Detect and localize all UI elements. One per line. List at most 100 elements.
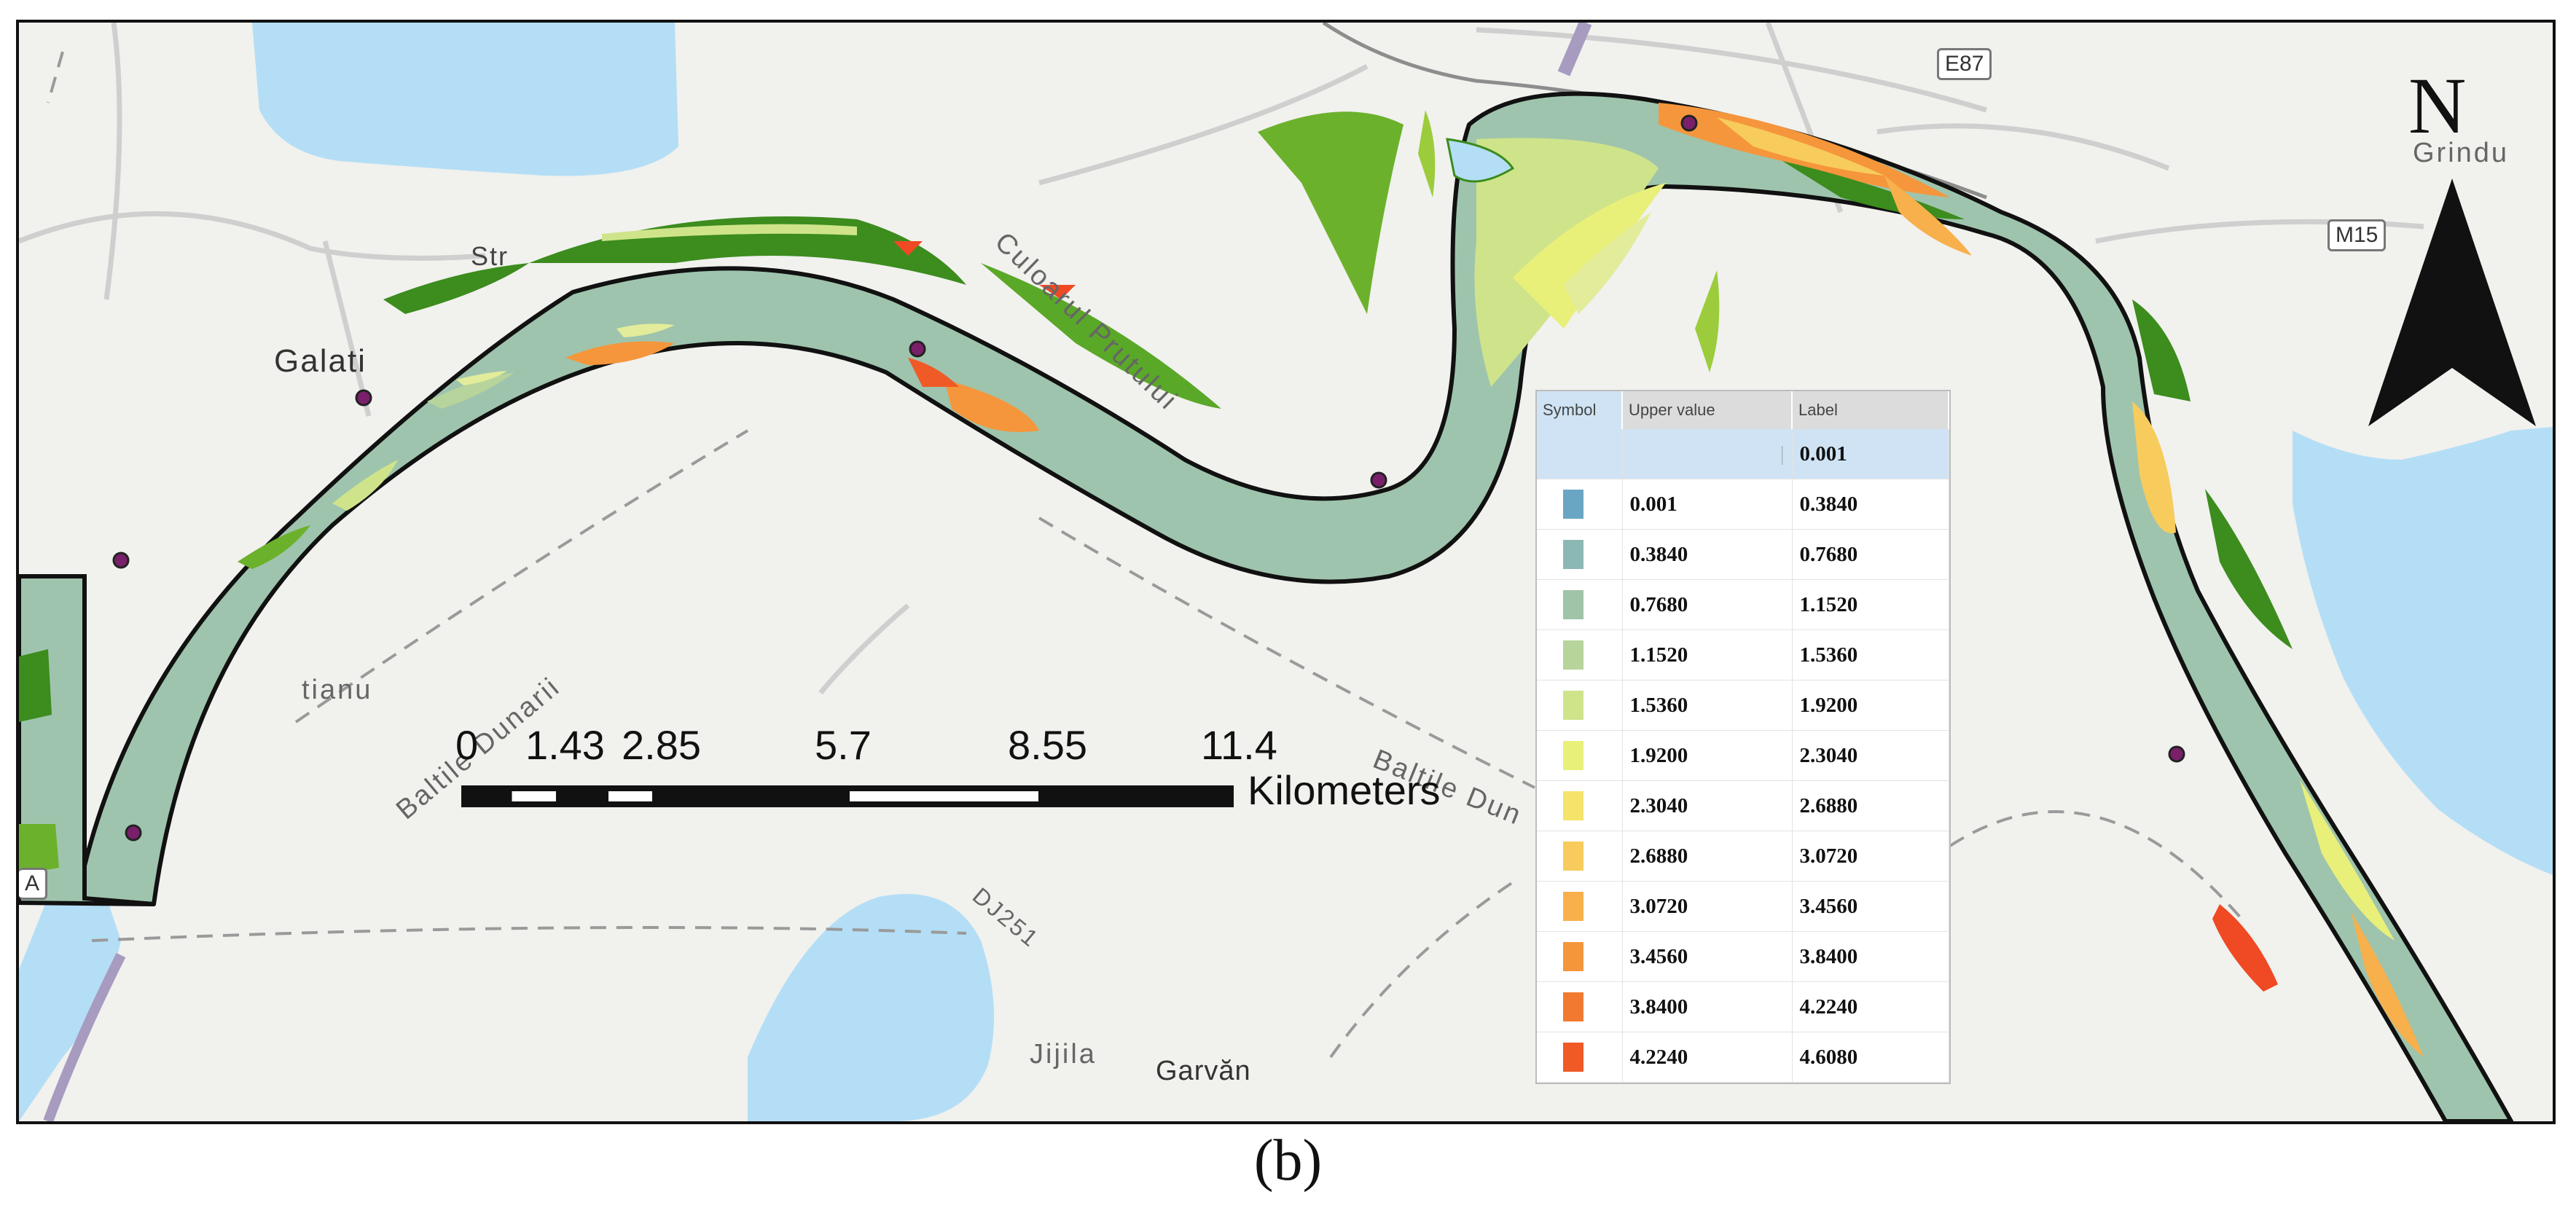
figure-caption: (b)	[0, 1128, 2576, 1194]
lake-bottom	[748, 894, 994, 1121]
legend-upper-value: 1.9200	[1622, 730, 1793, 781]
legend-color-swatch	[1563, 1043, 1583, 1072]
legend-swatch-cell	[1537, 1032, 1623, 1083]
river-channel-left	[19, 897, 121, 1121]
place-label-grindu: Grindu	[2413, 138, 2510, 168]
legend-upper-value: 0.3840	[1622, 529, 1793, 580]
river-inlet-left	[19, 574, 154, 906]
north-arrow-icon	[2368, 179, 2536, 426]
legend-symbol-empty	[1537, 429, 1623, 479]
scale-tick-label: 5.7	[815, 722, 872, 768]
road-shield-e87: E87	[1937, 48, 1992, 80]
legend-row[interactable]: 1.5360 1.9200	[1537, 680, 1949, 731]
legend-label-value: 0.7680	[1792, 529, 1949, 580]
legend-upper-value: 2.3040	[1622, 780, 1793, 831]
legend-row[interactable]: 3.4560 3.8400	[1537, 931, 1949, 982]
legend-label-value: 3.0720	[1792, 831, 1949, 882]
legend-swatch-cell	[1537, 479, 1623, 530]
legend-label-value: 1.1520	[1792, 579, 1949, 630]
lake-top-left	[252, 23, 678, 176]
map-canvas[interactable]: Galati Str Culoarul Prutului Baltile Dun…	[16, 20, 2556, 1124]
legend-label-value: 3.4560	[1792, 881, 1949, 932]
legend-row[interactable]: 2.3040 2.6880	[1537, 780, 1949, 831]
legend-label-value: 4.2240	[1792, 981, 1949, 1032]
map-graphics	[19, 23, 2553, 1121]
legend-label-value: 1.5360	[1792, 629, 1949, 680]
scale-bar-segment	[850, 791, 1038, 801]
legend-label-value: 1.9200	[1792, 680, 1949, 731]
lake-right	[2293, 427, 2553, 875]
legend-color-swatch	[1563, 490, 1583, 519]
legend-first-label: 0.001	[1792, 429, 1949, 479]
road-shield-a: A	[19, 868, 48, 900]
legend-label-value: 0.3840	[1792, 479, 1949, 530]
legend-row[interactable]: 1.1520 1.5360	[1537, 629, 1949, 680]
legend-color-swatch	[1563, 892, 1583, 921]
legend-upper-value: 4.2240	[1622, 1032, 1793, 1083]
legend-row[interactable]: 0.7680 1.1520	[1537, 579, 1949, 630]
legend-swatch-cell	[1537, 981, 1623, 1032]
scale-tick-label: 1.43	[525, 722, 605, 768]
legend-swatch-cell	[1537, 931, 1623, 982]
legend-swatch-cell	[1537, 579, 1623, 630]
legend-color-swatch	[1563, 791, 1583, 820]
legend-row[interactable]: 4.2240 4.6080	[1537, 1032, 1949, 1083]
scale-tick-label: 8.55	[1008, 722, 1087, 768]
legend-label-value: 2.3040	[1792, 730, 1949, 781]
river-danube	[75, 91, 2513, 1121]
legend-color-swatch	[1563, 640, 1583, 670]
legend-swatch-cell	[1537, 831, 1623, 882]
scale-tick-label: 0	[455, 722, 479, 768]
road-shield-m15: M15	[2328, 219, 2387, 251]
legend-upper-value: 3.8400	[1622, 981, 1793, 1032]
legend-header-upper: Upper value	[1622, 391, 1793, 429]
legend-upper-value: 1.1520	[1622, 629, 1793, 680]
boundary-lines	[47, 51, 2243, 1059]
legend-upper-empty: |	[1622, 429, 1793, 479]
place-label-galati: Galati	[274, 343, 367, 379]
scale-tick-label: 2.85	[622, 722, 701, 768]
legend-table: Symbol Upper value Label | 0.001 0.001 0.…	[1535, 390, 1951, 1084]
place-label-str: Str	[471, 241, 509, 271]
legend-color-swatch	[1563, 992, 1583, 1021]
legend-color-swatch	[1563, 942, 1583, 971]
legend-label-value: 4.6080	[1792, 1032, 1949, 1083]
legend-header-symbol: Symbol	[1537, 391, 1623, 429]
legend-row[interactable]: 2.6880 3.0720	[1537, 831, 1949, 882]
legend-swatch-cell	[1537, 881, 1623, 932]
scale-bar-outline	[461, 785, 1234, 807]
north-arrow-letter: N	[2408, 61, 2467, 150]
legend-row[interactable]: 1.9200 2.3040	[1537, 730, 1949, 781]
legend-color-swatch	[1563, 590, 1583, 619]
legend-row[interactable]: | 0.001	[1537, 429, 1949, 479]
legend-label-value: 2.6880	[1792, 780, 1949, 831]
caption-text: (b)	[1253, 1129, 1323, 1193]
legend-swatch-cell	[1537, 529, 1623, 580]
legend-swatch-cell	[1537, 680, 1623, 731]
place-label-jijila: Jijila	[1030, 1039, 1097, 1070]
monitoring-stations	[112, 114, 2185, 842]
legend-color-swatch	[1563, 691, 1583, 720]
legend-upper-value: 3.4560	[1622, 931, 1793, 982]
legend-upper-value: 1.5360	[1622, 680, 1793, 731]
legend-row[interactable]: 3.0720 3.4560	[1537, 881, 1949, 932]
rail-line	[1557, 23, 1592, 77]
legend-color-swatch	[1563, 741, 1583, 770]
legend-row[interactable]: 3.8400 4.2240	[1537, 981, 1949, 1032]
scale-bar	[461, 785, 1234, 807]
rail-line-left	[43, 952, 126, 1121]
scale-tick-label: 11.4	[1201, 722, 1277, 768]
legend-row[interactable]: 0.3840 0.7680	[1537, 529, 1949, 580]
scale-bar-units: Kilometers	[1248, 767, 1441, 813]
scale-bar-segment	[512, 791, 556, 801]
legend-color-swatch	[1563, 842, 1583, 871]
legend-header-label: Label	[1792, 391, 1949, 429]
legend-swatch-cell	[1537, 730, 1623, 781]
legend-label-value: 3.8400	[1792, 931, 1949, 982]
road-network	[19, 23, 2424, 695]
place-label-tianu: tianu	[302, 675, 373, 705]
legend-row[interactable]: 0.001 0.3840	[1537, 479, 1949, 530]
legend-upper-value: 0.001	[1622, 479, 1793, 530]
floodplain-patches	[19, 103, 2424, 1057]
legend-swatch-cell	[1537, 780, 1623, 831]
